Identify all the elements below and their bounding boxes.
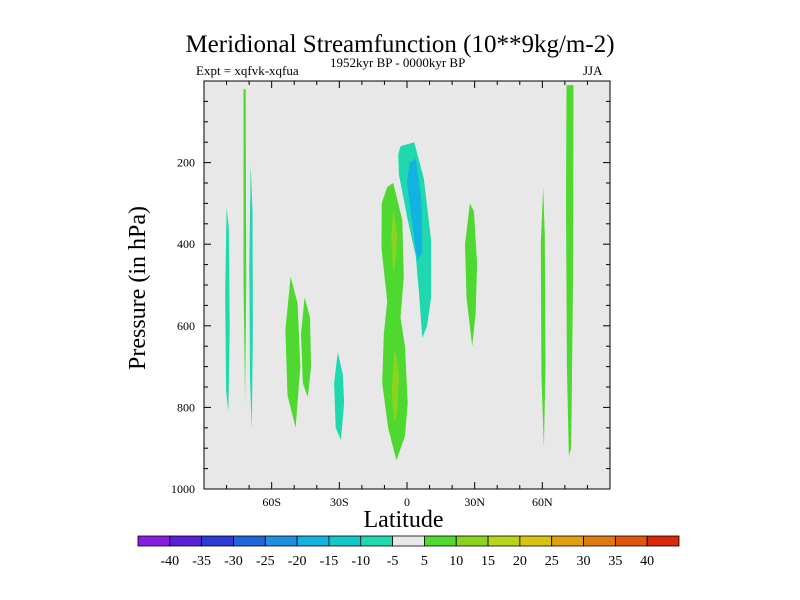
blue-core-eq: [407, 158, 423, 261]
contour-regions: [225, 85, 574, 461]
y-tick-label: 600: [177, 319, 195, 333]
colorbar-label: -40: [160, 554, 179, 569]
colorbar-label: 35: [608, 554, 622, 569]
green-cell-46S: [301, 297, 312, 398]
colorbar-swatch: [169, 535, 203, 547]
colorbar-swatch: [392, 535, 425, 547]
x-tick-label: 0: [404, 495, 410, 509]
colorbar-swatch: [551, 535, 584, 547]
colorbar-label: 15: [481, 554, 495, 569]
colorbar-label: 25: [545, 554, 559, 569]
colorbar-swatch: [487, 535, 521, 547]
green-cell-52S: [285, 276, 301, 428]
colorbar-label: -15: [320, 554, 339, 569]
y-tick-label: 1000: [171, 482, 195, 496]
colorbar-swatch: [455, 535, 489, 547]
axis-ticks: 60S 30S 0 30N 60N 200 400 600 800 1000: [171, 81, 610, 509]
colorbar-label: 40: [640, 554, 654, 569]
chart-title: Meridional Streamfunction (10**9kg/m-2): [185, 31, 615, 58]
green-cell-27N: [465, 203, 478, 347]
colorbar-label: -20: [288, 554, 307, 569]
colorbar-label: -30: [224, 554, 243, 569]
plot-background: [204, 81, 610, 489]
colorbar-swatch: [519, 535, 553, 547]
colorbar-label: 20: [513, 554, 527, 569]
colorbar-swatch: [201, 535, 234, 547]
y-tick-label: 200: [177, 156, 195, 170]
yellowgreen-core-lower: [391, 346, 399, 424]
colorbar-label: -5: [387, 554, 399, 569]
colorbar: -40 -35 -30 -25 -20 -15 -10 -5 5 10 15 20 25 30 35 40: [137, 535, 680, 569]
cyan-cell-69S: [249, 164, 253, 430]
colorbar-swatch: [583, 535, 616, 547]
x-tick-label: 30S: [330, 495, 349, 509]
colorbar-swatch: [614, 535, 648, 547]
y-tick-label: 400: [177, 237, 195, 251]
colorbar-label: -10: [351, 554, 370, 569]
green-cell-78S: [243, 89, 247, 404]
x-axis-label: Latitude: [363, 507, 444, 533]
cyan-cell-80S: [225, 207, 230, 412]
colorbar-label: 10: [449, 554, 463, 569]
green-column-72N: [566, 85, 574, 457]
colorbar-swatch: [137, 535, 171, 547]
chart-subtitle-experiment: Expt = xqfvk-xqfua: [196, 63, 299, 78]
colorbar-swatch: [233, 535, 266, 547]
yellowgreen-core-upper: [391, 207, 398, 273]
y-tick-label: 800: [177, 400, 195, 414]
colorbar-label: -25: [256, 554, 275, 569]
colorbar-swatch: [360, 535, 393, 547]
colorbar-swatch: [328, 535, 362, 547]
colorbar-swatch: [264, 535, 298, 547]
colorbar-label: 5: [421, 554, 428, 569]
colorbar-label: -35: [192, 554, 211, 569]
chart-subtitle-season: JJA: [583, 63, 603, 78]
x-tick-label: 30N: [464, 495, 485, 509]
chart-subtitle-period: 1952kyr BP - 0000kyr BP: [330, 55, 466, 70]
green-column-60N: [540, 187, 546, 449]
colorbar-swatch: [296, 535, 330, 547]
x-tick-label: 60N: [532, 495, 553, 509]
cyan-cell-30S: [334, 352, 345, 440]
x-tick-label: 60S: [262, 495, 281, 509]
colorbar-label: 30: [577, 554, 591, 569]
colorbar-swatch: [424, 535, 457, 547]
colorbar-swatch: [646, 535, 680, 547]
green-column-7S: [381, 183, 408, 461]
